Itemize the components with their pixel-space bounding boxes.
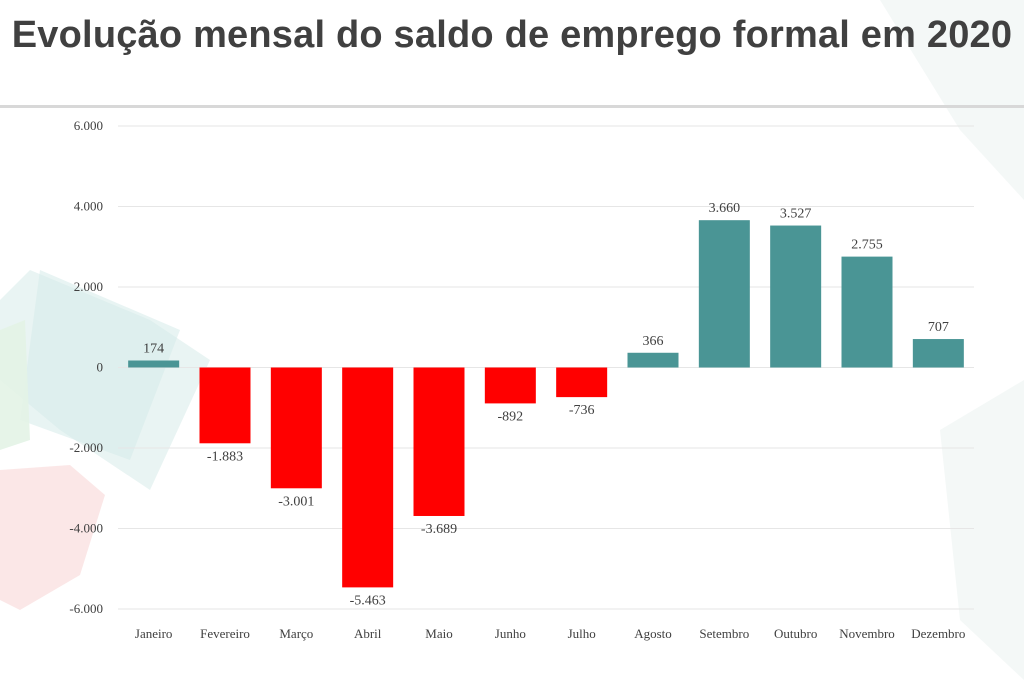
bar bbox=[199, 367, 251, 444]
x-tick-label: Setembro bbox=[699, 626, 749, 641]
value-label: -3.001 bbox=[278, 494, 314, 509]
bar bbox=[128, 360, 180, 368]
value-label: 174 bbox=[143, 341, 164, 356]
value-label: 2.755 bbox=[851, 238, 883, 253]
bar bbox=[270, 367, 322, 489]
value-labels: 174 -1.883 -3.001 -5.463 -3.689 -892 -736 366 3.… bbox=[143, 201, 949, 608]
gridlines bbox=[118, 125, 974, 610]
y-tick-label: -2.000 bbox=[69, 440, 103, 455]
y-tick-label: 2.000 bbox=[74, 279, 103, 294]
value-label: 366 bbox=[643, 334, 664, 349]
value-label: 3.660 bbox=[709, 201, 741, 216]
bar bbox=[484, 367, 536, 404]
x-tick-label: Janeiro bbox=[135, 626, 173, 641]
y-tick-label: -6.000 bbox=[69, 601, 103, 616]
x-tick-label: Fevereiro bbox=[200, 626, 250, 641]
value-label: -736 bbox=[569, 403, 595, 418]
bar bbox=[627, 352, 679, 368]
x-tick-label: Dezembro bbox=[911, 626, 965, 641]
bar bbox=[413, 367, 465, 516]
bar bbox=[912, 339, 964, 368]
value-label: 3.527 bbox=[780, 207, 812, 222]
x-tick-label: Maio bbox=[425, 626, 452, 641]
y-axis-ticks: 6.000 4.000 2.000 0 -2.000 -4.000 -6.000 bbox=[69, 118, 103, 616]
x-tick-label: Agosto bbox=[634, 626, 672, 641]
y-tick-label: 0 bbox=[97, 360, 104, 375]
value-label: -5.463 bbox=[350, 593, 386, 608]
x-tick-label: Outubro bbox=[774, 626, 817, 641]
x-tick-label: Abril bbox=[354, 626, 382, 641]
y-tick-label: -4.000 bbox=[69, 521, 103, 536]
x-tick-label: Novembro bbox=[839, 626, 895, 641]
title-divider bbox=[0, 105, 1024, 108]
bar bbox=[342, 367, 394, 588]
value-label: -892 bbox=[497, 409, 523, 424]
value-label: 707 bbox=[928, 320, 949, 335]
x-tick-label: Março bbox=[279, 626, 313, 641]
x-tick-label: Julho bbox=[568, 626, 596, 641]
bars bbox=[128, 220, 964, 588]
x-axis-ticks: Janeiro Fevereiro Março Abril Maio Junho Julho… bbox=[135, 626, 966, 641]
bar bbox=[770, 225, 822, 368]
bar bbox=[698, 220, 750, 368]
bar bbox=[556, 367, 608, 398]
x-tick-label: Junho bbox=[495, 626, 526, 641]
y-tick-label: 4.000 bbox=[74, 199, 103, 214]
page-title: Evolução mensal do saldo de emprego form… bbox=[11, 14, 1013, 56]
value-label: -3.689 bbox=[421, 522, 457, 537]
y-tick-label: 6.000 bbox=[74, 118, 103, 133]
bar bbox=[841, 256, 893, 368]
value-label: -1.883 bbox=[207, 449, 243, 464]
